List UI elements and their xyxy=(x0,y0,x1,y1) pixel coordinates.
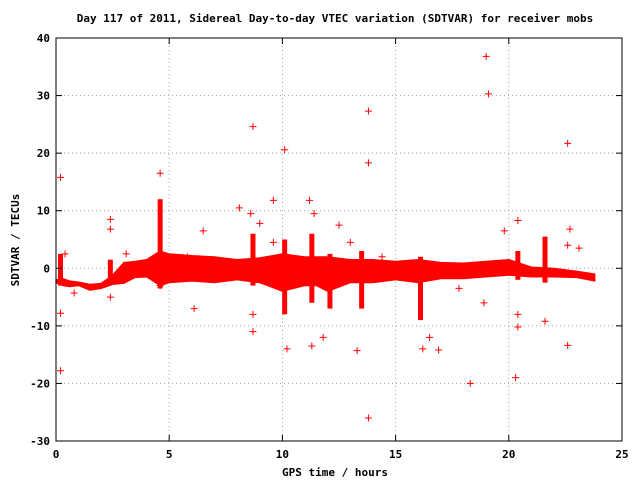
data-point xyxy=(269,238,277,246)
data-point xyxy=(122,250,130,258)
data-point xyxy=(353,347,361,355)
y-tick-label: 0 xyxy=(43,262,50,275)
grid xyxy=(56,38,622,441)
data-point xyxy=(455,284,463,292)
data-point xyxy=(541,317,549,325)
data-spike xyxy=(359,251,365,309)
data-point xyxy=(564,341,572,349)
data-point xyxy=(106,225,114,233)
data-point xyxy=(378,253,386,261)
data-point xyxy=(364,414,372,422)
data-point xyxy=(308,342,316,350)
data-point xyxy=(514,217,522,225)
data-spike xyxy=(58,253,64,286)
plot-frame xyxy=(55,37,623,442)
data-point xyxy=(156,282,164,290)
data-point xyxy=(564,241,572,249)
data-point xyxy=(183,253,191,261)
data-spike xyxy=(107,259,113,283)
data-point xyxy=(256,219,264,227)
data-point xyxy=(249,310,257,318)
data-point xyxy=(500,227,508,235)
data-point xyxy=(466,379,474,387)
x-tick-label: 20 xyxy=(502,448,515,461)
data-point xyxy=(283,345,291,353)
data-point xyxy=(512,374,520,382)
data-point xyxy=(306,196,314,204)
x-tick-label: 10 xyxy=(276,448,289,461)
data-point xyxy=(249,123,257,131)
data-point xyxy=(70,289,78,297)
data-spike xyxy=(309,233,315,303)
y-tick-label: 30 xyxy=(37,90,50,103)
data-point xyxy=(235,204,243,212)
data-point xyxy=(335,221,343,229)
data-point xyxy=(249,328,257,336)
data-spike xyxy=(250,233,256,286)
chart-title: Day 117 of 2011, Sidereal Day-to-day VTE… xyxy=(77,12,594,25)
y-tick-label: 40 xyxy=(37,32,50,45)
data-point xyxy=(564,139,572,147)
data-spike xyxy=(418,256,424,321)
data-point xyxy=(190,305,198,313)
data-point xyxy=(61,250,69,258)
data-spike xyxy=(327,253,333,309)
data-point xyxy=(281,146,289,154)
data-point xyxy=(106,293,114,301)
data-point xyxy=(319,333,327,341)
data-point xyxy=(346,238,354,246)
data-point xyxy=(156,169,164,177)
x-tick-label: 25 xyxy=(615,448,628,461)
x-tick-label: 0 xyxy=(53,448,60,461)
data-point xyxy=(364,159,372,167)
data-point xyxy=(364,107,372,115)
data-point xyxy=(514,323,522,331)
data-cloud xyxy=(55,250,596,292)
x-tick-label: 5 xyxy=(166,448,173,461)
data-point xyxy=(57,309,65,317)
data-point xyxy=(106,215,114,223)
data-spike xyxy=(157,199,163,289)
y-tick-label: 10 xyxy=(37,205,50,218)
data-spike xyxy=(542,236,548,283)
data-point xyxy=(419,345,427,353)
data-point xyxy=(57,173,65,181)
data-points xyxy=(55,52,596,422)
data-point xyxy=(482,52,490,60)
y-tick-label: -20 xyxy=(30,377,50,390)
data-point xyxy=(484,90,492,98)
data-point xyxy=(57,367,65,375)
data-point xyxy=(566,225,574,233)
data-point xyxy=(199,227,207,235)
data-point xyxy=(575,244,583,252)
data-point xyxy=(514,310,522,318)
y-tick-label: -30 xyxy=(30,435,50,448)
data-spike xyxy=(282,239,288,315)
data-point xyxy=(480,299,488,307)
data-point xyxy=(426,333,434,341)
data-point xyxy=(435,346,443,354)
y-axis-label: SDTVAR / TECUs xyxy=(9,194,22,287)
data-point xyxy=(269,196,277,204)
data-point xyxy=(247,210,255,218)
y-tick-label: -10 xyxy=(30,320,50,333)
axis-ticks: -30 -20 -10 0 10 20 30 40 0 5 10 15 20 25 xyxy=(30,32,629,461)
x-axis-label: GPS time / hours xyxy=(282,466,388,479)
x-tick-label: 15 xyxy=(389,448,402,461)
y-tick-label: 20 xyxy=(37,147,50,160)
data-spike xyxy=(515,251,521,280)
data-point xyxy=(310,210,318,218)
